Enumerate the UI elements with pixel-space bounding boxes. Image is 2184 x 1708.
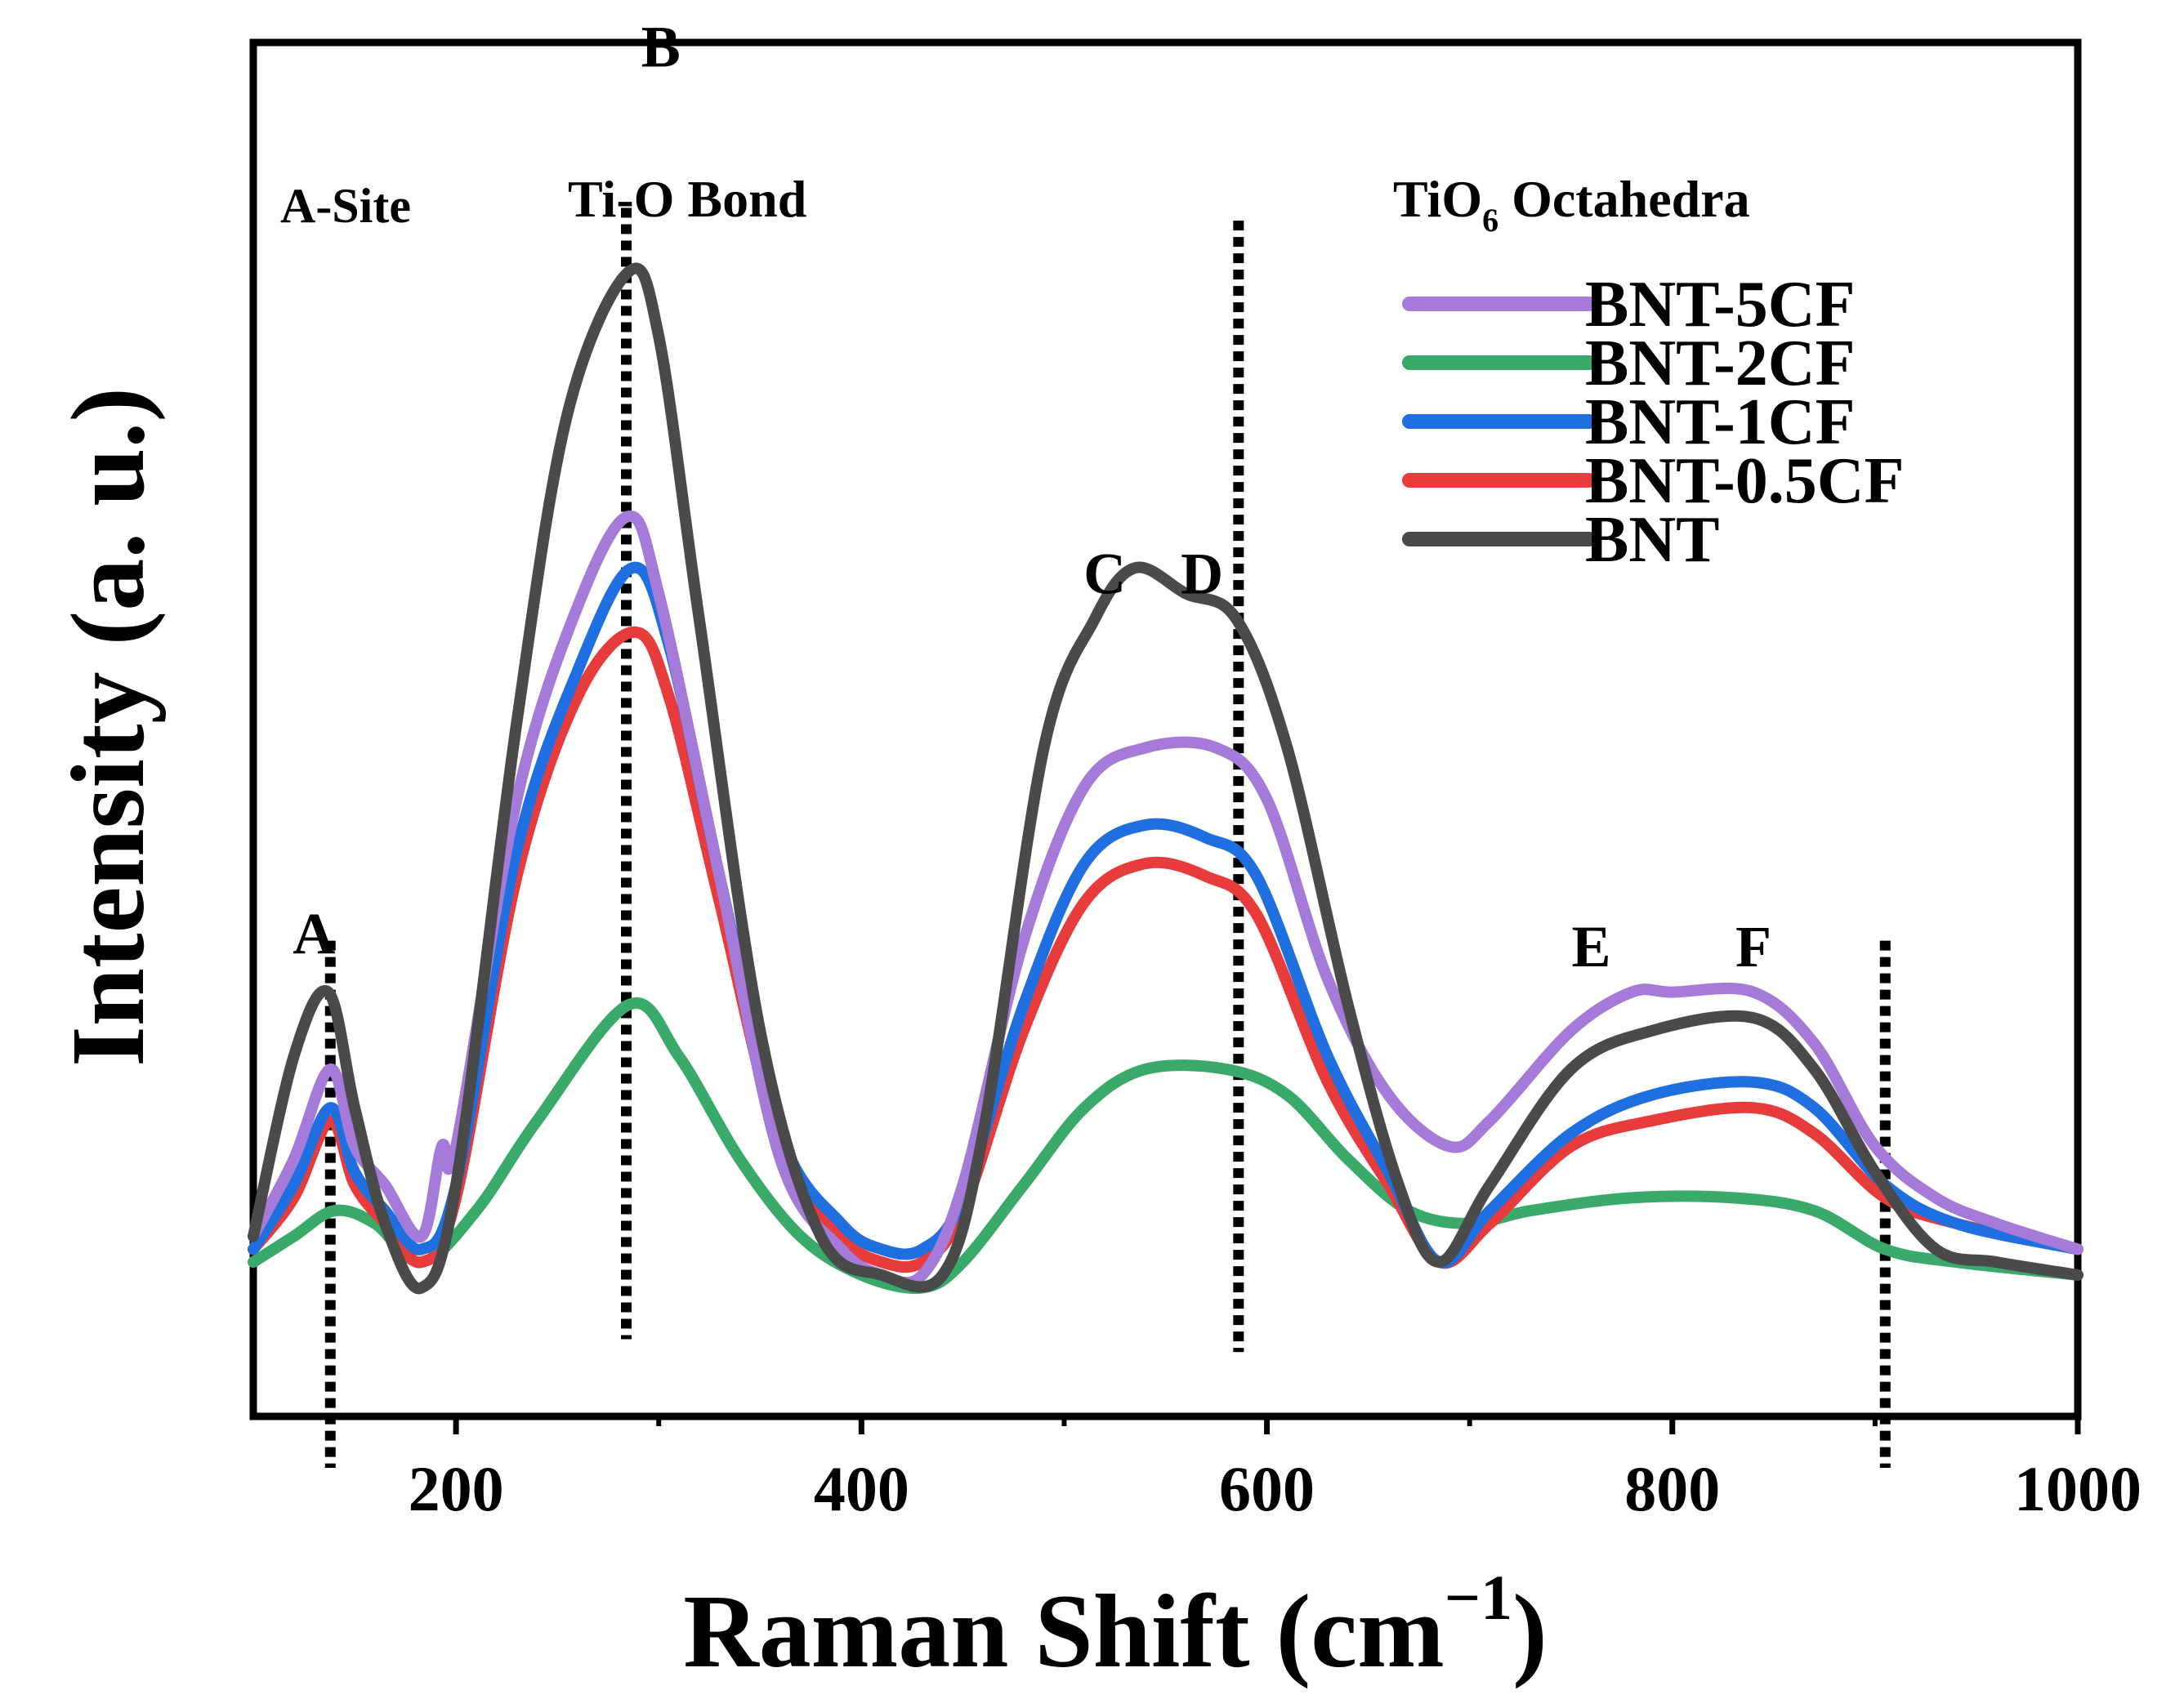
peak-label-d: D	[1181, 542, 1223, 607]
legend-label: BNT-2CF	[1585, 328, 1855, 399]
legend-label: BNT	[1585, 504, 1720, 576]
peak-label-a: A	[293, 901, 335, 966]
series-line-bnt-2cf	[248, 997, 2084, 1295]
peak-label-c: C	[1083, 542, 1126, 607]
x-tick-label: 200	[409, 1453, 504, 1524]
series-line-bnt	[248, 262, 2084, 1295]
x-tick-label: 600	[1219, 1453, 1315, 1524]
x-axis-title: Raman Shift (cm−1)	[683, 1562, 1548, 1689]
legend-label: BNT-5CF	[1585, 269, 1855, 341]
plot-frame	[249, 38, 2082, 1420]
legend-label: BNT-1CF	[1585, 386, 1855, 458]
y-axis-title: Intensity (a. u.)	[50, 387, 166, 1067]
series-lines	[248, 262, 2084, 1295]
region-label-ti-o-bond: Ti-O Bond	[568, 170, 806, 228]
x-tick-label: 800	[1624, 1453, 1720, 1524]
peak-label-f: F	[1735, 914, 1771, 979]
region-label-tio6-octahedra: TiO6 Octahedra	[1393, 170, 1750, 239]
peak-labels: A B C D E F	[293, 14, 1771, 979]
series-line-bnt-5cf	[248, 511, 2084, 1289]
peak-label-e: E	[1572, 914, 1611, 979]
series-line-bnt-0-5cf	[248, 626, 2084, 1273]
peak-label-b: B	[641, 14, 681, 79]
region-label-a-site: A-Site	[280, 179, 411, 233]
x-tick-label: 1000	[2014, 1453, 2142, 1524]
legend-label: BNT-0.5CF	[1585, 445, 1904, 517]
x-tick-label: 400	[814, 1453, 909, 1524]
x-axis-ticks: 200 400 600 800 1000	[409, 1416, 2142, 1524]
